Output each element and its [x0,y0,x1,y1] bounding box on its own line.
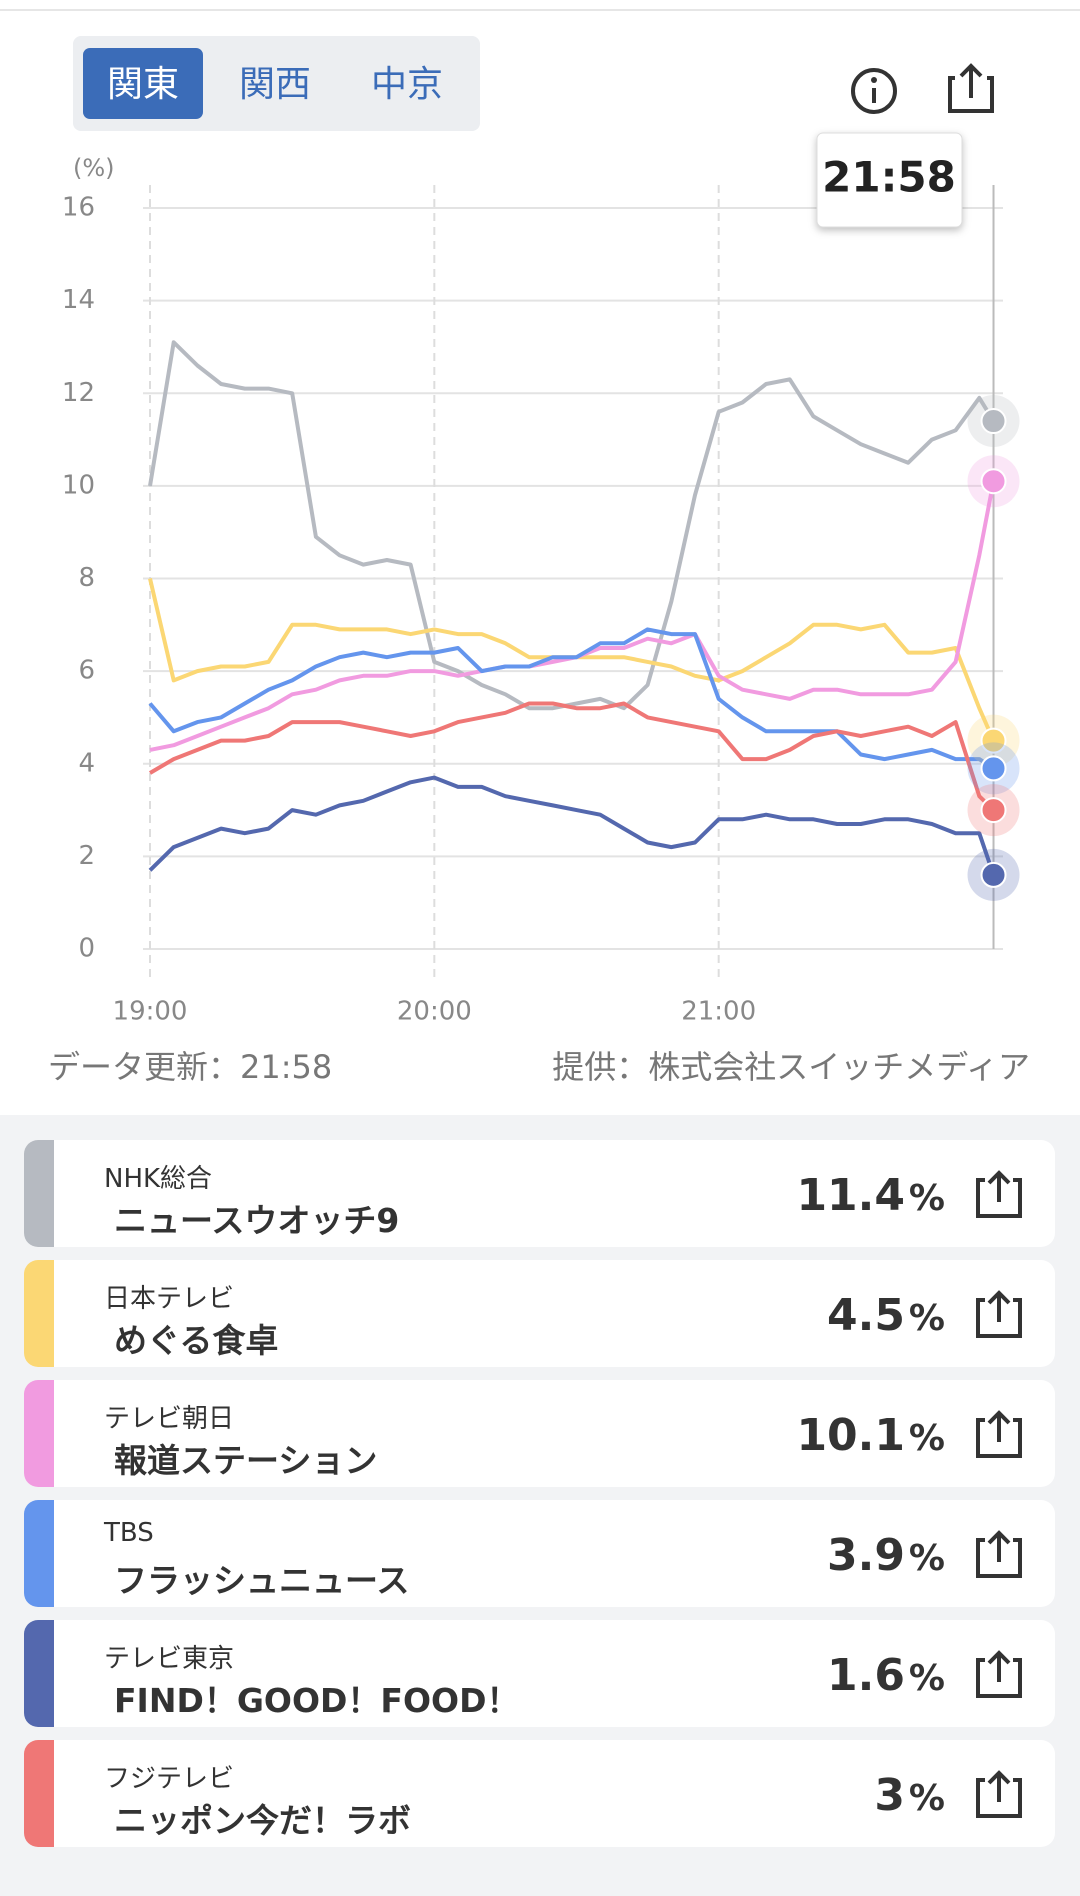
series-line [149,480,996,752]
y-axis-label: (%) [73,154,115,182]
rating-unit: % [908,1298,945,1339]
color-strip [24,1740,54,1847]
rating-unit: % [908,1538,945,1579]
rating-unit: % [908,1418,945,1459]
program-card: NHK総合ニュースウオッチ9 11.4% [24,1140,1055,1247]
share-button[interactable] [975,1170,1023,1224]
channel-name: NHK総合 [104,1164,213,1194]
program-name: めぐる食卓 [114,1321,279,1360]
rating-value: 10.1 [796,1410,905,1461]
series-line [148,627,995,771]
tooltip-box [816,132,963,228]
tab[interactable]: 関西 [239,64,311,105]
y-tick-label: 16 [62,193,95,223]
rating-unit: % [908,1778,945,1819]
rating-value: 3 [874,1770,905,1821]
end-dot [980,861,1007,888]
share-button[interactable] [975,1770,1023,1824]
y-tick-label: 8 [78,563,95,593]
x-tick-label: 21:00 [681,997,756,1027]
rating-value: 1.6 [827,1650,905,1701]
rating-value: 11.4 [796,1170,905,1221]
program-name: FIND！GOOD！FOOD！ [114,1681,520,1720]
share-icon[interactable] [948,63,994,113]
end-dot [980,408,1007,435]
program-card: テレビ朝日報道ステーション 10.1% [24,1380,1055,1487]
share-button[interactable] [975,1290,1023,1344]
channel-name: テレビ朝日 [104,1404,235,1434]
series-line [148,775,996,876]
channel-name: TBS [104,1518,154,1548]
share-button[interactable] [975,1530,1023,1584]
channel-name: 日本テレビ [104,1284,235,1314]
end-dot [980,468,1007,495]
end-dot [980,797,1007,824]
share-icon[interactable] [975,1170,1023,1220]
data-source: 提供：株式会社スイッチメディア [552,1048,1030,1086]
info-icon[interactable] [851,68,897,114]
color-strip [24,1500,54,1607]
tab-active-bg[interactable] [83,48,203,119]
x-tick-label: 19:00 [113,997,188,1027]
rating-unit: % [908,1658,945,1699]
program-name: フラッシュニュース [114,1561,410,1600]
share-icon[interactable] [975,1530,1023,1580]
tooltip-text: 21:58 [822,153,956,202]
x-tick-label: 20:00 [397,997,472,1027]
program-card: 日本テレビめぐる食卓 4.5% [24,1260,1055,1367]
color-strip [24,1260,54,1367]
tab[interactable]: 中京 [371,64,443,105]
program-name: 報道ステーション [114,1441,378,1480]
share-icon[interactable] [975,1650,1023,1700]
share-button[interactable] [975,1650,1023,1704]
program-name: ニッポン今だ！ラボ [114,1801,411,1840]
color-strip [24,1380,54,1487]
ranking-list: NHK総合 ニュースウオッチ9 11.4% 日本テレビ めぐる食卓 4.5% テレビ朝日 報道… [0,1115,1080,1896]
series-line [148,701,995,812]
share-icon[interactable] [975,1410,1023,1460]
channel-name: フジテレビ [104,1764,235,1794]
y-tick-label: 4 [78,748,95,778]
rating-value: 3.9 [827,1530,905,1581]
chart-panel: (%) データ更新：21:58 提供：株式会社スイッチメディア 関東 関西 中京 0 2… [0,9,1080,1086]
tab[interactable]: 関東 [107,64,179,105]
y-tick-label: 6 [78,656,95,686]
channel-name: テレビ東京 [104,1644,235,1674]
series-line [148,340,996,711]
y-tick-label: 14 [62,285,95,315]
color-strip [24,1140,54,1247]
end-dot [980,755,1007,782]
program-card: テレビ東京 FIND！GOOD！FOOD！ 1.6% [24,1620,1055,1727]
update-time: データ更新：21:58 [48,1048,332,1086]
program-card: TBS フラッシュニュース 3.9% [24,1500,1055,1607]
end-dot [980,727,1007,754]
share-icon[interactable] [975,1290,1023,1340]
rating-unit: % [908,1178,945,1219]
share-icon[interactable] [975,1770,1023,1820]
y-tick-label: 2 [78,841,95,871]
rating-value: 4.5 [827,1290,905,1341]
y-tick-label: 10 [62,470,95,500]
share-button[interactable] [975,1410,1023,1464]
color-strip [24,1620,54,1727]
program-name: ニュースウオッチ9 [114,1201,400,1240]
program-card: フジテレビニッポン今だ！ラボ 3% [24,1740,1055,1847]
y-tick-label: 12 [62,378,95,408]
y-tick-label: 0 [78,934,95,964]
